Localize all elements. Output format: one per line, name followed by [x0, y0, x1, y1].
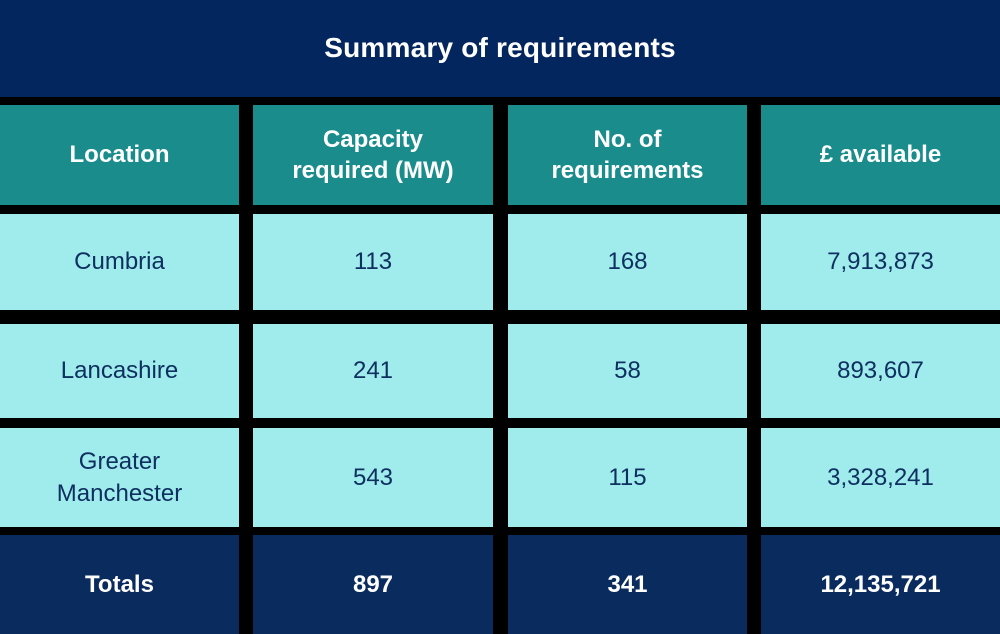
cell-cumbria-location: Cumbria — [0, 214, 239, 310]
totals-row-label: Totals — [0, 535, 239, 634]
cell-lancashire-available: 893,607 — [761, 324, 1000, 418]
cell-lancashire-location: Lancashire — [0, 324, 239, 418]
cell-greater-manchester-capacity: 543 — [253, 428, 493, 527]
totals-requirements: 341 — [508, 535, 747, 634]
cell-greater-manchester-requirements: 115 — [508, 428, 747, 527]
cell-cumbria-capacity: 113 — [253, 214, 493, 310]
cell-greater-manchester-location: Greater Manchester — [0, 428, 239, 527]
column-header-pounds-available: £ available — [761, 105, 1000, 205]
cell-cumbria-available: 7,913,873 — [761, 214, 1000, 310]
column-header-capacity-required: Capacity required (MW) — [253, 105, 493, 205]
column-header-no-of-requirements: No. of requirements — [508, 105, 747, 205]
cell-lancashire-requirements: 58 — [508, 324, 747, 418]
column-header-location: Location — [0, 105, 239, 205]
page-title: Summary of requirements — [0, 0, 1000, 97]
totals-capacity: 897 — [253, 535, 493, 634]
totals-available: 12,135,721 — [761, 535, 1000, 634]
cell-lancashire-capacity: 241 — [253, 324, 493, 418]
cell-cumbria-requirements: 168 — [508, 214, 747, 310]
cell-greater-manchester-available: 3,328,241 — [761, 428, 1000, 527]
